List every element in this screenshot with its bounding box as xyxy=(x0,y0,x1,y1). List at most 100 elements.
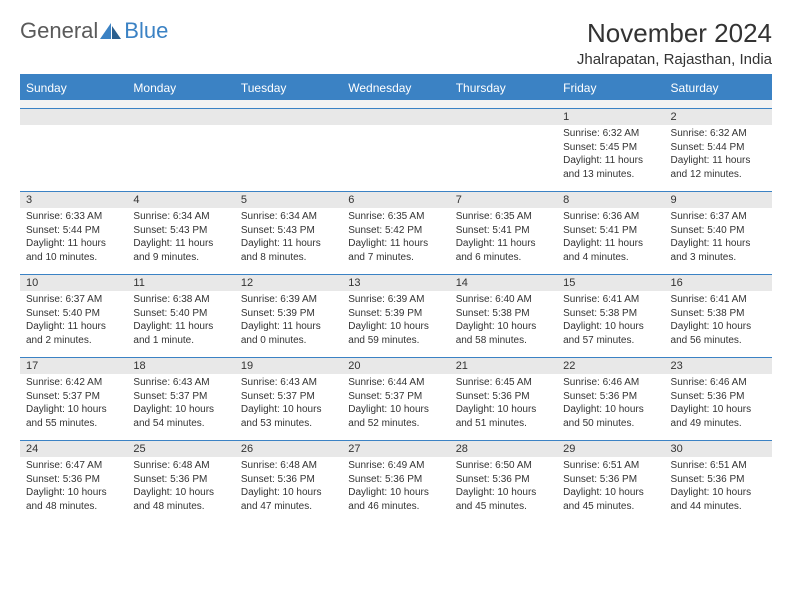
info-line: Sunset: 5:40 PM xyxy=(26,307,121,321)
info-line: Sunrise: 6:39 AM xyxy=(241,293,336,307)
day-number: 9 xyxy=(665,192,772,208)
info-line: Daylight: 10 hours xyxy=(26,403,121,417)
info-line: Sunrise: 6:37 AM xyxy=(671,210,766,224)
calendar-cell: 11Sunrise: 6:38 AMSunset: 5:40 PMDayligh… xyxy=(127,275,234,357)
calendar-cell: 23Sunrise: 6:46 AMSunset: 5:36 PMDayligh… xyxy=(665,358,772,440)
day-number: 24 xyxy=(20,441,127,457)
calendar-cell: 8Sunrise: 6:36 AMSunset: 5:41 PMDaylight… xyxy=(557,192,664,274)
info-line: and 13 minutes. xyxy=(563,168,658,182)
day-number: 23 xyxy=(665,358,772,374)
info-line: and 4 minutes. xyxy=(563,251,658,265)
calendar-cell: 1Sunrise: 6:32 AMSunset: 5:45 PMDaylight… xyxy=(557,109,664,191)
info-line: Sunset: 5:39 PM xyxy=(348,307,443,321)
info-line: Sunrise: 6:36 AM xyxy=(563,210,658,224)
day-number: 27 xyxy=(342,441,449,457)
day-number: 5 xyxy=(235,192,342,208)
info-line: and 58 minutes. xyxy=(456,334,551,348)
calendar-cell: 16Sunrise: 6:41 AMSunset: 5:38 PMDayligh… xyxy=(665,275,772,357)
calendar-cell: 5Sunrise: 6:34 AMSunset: 5:43 PMDaylight… xyxy=(235,192,342,274)
location-text: Jhalrapatan, Rajasthan, India xyxy=(577,51,772,68)
calendar-cell: 15Sunrise: 6:41 AMSunset: 5:38 PMDayligh… xyxy=(557,275,664,357)
cell-body: Sunrise: 6:37 AMSunset: 5:40 PMDaylight:… xyxy=(20,291,127,351)
info-line: Sunrise: 6:43 AM xyxy=(133,376,228,390)
info-line: Sunset: 5:37 PM xyxy=(133,390,228,404)
info-line: Sunset: 5:36 PM xyxy=(671,473,766,487)
cell-body: Sunrise: 6:46 AMSunset: 5:36 PMDaylight:… xyxy=(665,374,772,434)
info-line: Daylight: 10 hours xyxy=(456,320,551,334)
day-header-row: Sunday Monday Tuesday Wednesday Thursday… xyxy=(20,76,772,100)
day-number: 6 xyxy=(342,192,449,208)
info-line: and 49 minutes. xyxy=(671,417,766,431)
info-line: Daylight: 11 hours xyxy=(348,237,443,251)
cell-body: Sunrise: 6:39 AMSunset: 5:39 PMDaylight:… xyxy=(235,291,342,351)
info-line: Sunset: 5:36 PM xyxy=(671,390,766,404)
info-line: and 52 minutes. xyxy=(348,417,443,431)
info-line: and 6 minutes. xyxy=(456,251,551,265)
day-number: 20 xyxy=(342,358,449,374)
info-line: Sunrise: 6:34 AM xyxy=(133,210,228,224)
info-line: and 57 minutes. xyxy=(563,334,658,348)
logo-text-general: General xyxy=(20,18,98,44)
info-line: Sunset: 5:45 PM xyxy=(563,141,658,155)
info-line: and 51 minutes. xyxy=(456,417,551,431)
day-header-cell: Saturday xyxy=(665,76,772,100)
info-line: Sunset: 5:36 PM xyxy=(456,473,551,487)
cell-body: Sunrise: 6:47 AMSunset: 5:36 PMDaylight:… xyxy=(20,457,127,517)
info-line: Sunset: 5:38 PM xyxy=(563,307,658,321)
cell-body: Sunrise: 6:44 AMSunset: 5:37 PMDaylight:… xyxy=(342,374,449,434)
info-line: Sunrise: 6:33 AM xyxy=(26,210,121,224)
calendar-cell: 4Sunrise: 6:34 AMSunset: 5:43 PMDaylight… xyxy=(127,192,234,274)
info-line: and 48 minutes. xyxy=(26,500,121,514)
cell-body: Sunrise: 6:46 AMSunset: 5:36 PMDaylight:… xyxy=(557,374,664,434)
info-line: Sunrise: 6:32 AM xyxy=(563,127,658,141)
day-number: 13 xyxy=(342,275,449,291)
info-line: Sunset: 5:43 PM xyxy=(241,224,336,238)
title-block: November 2024 Jhalrapatan, Rajasthan, In… xyxy=(577,18,772,68)
cell-body: Sunrise: 6:43 AMSunset: 5:37 PMDaylight:… xyxy=(127,374,234,434)
info-line: Sunrise: 6:43 AM xyxy=(241,376,336,390)
calendar-cell: 3Sunrise: 6:33 AMSunset: 5:44 PMDaylight… xyxy=(20,192,127,274)
info-line: and 12 minutes. xyxy=(671,168,766,182)
info-line: and 45 minutes. xyxy=(563,500,658,514)
day-number: 21 xyxy=(450,358,557,374)
info-line: Daylight: 11 hours xyxy=(133,237,228,251)
cell-body xyxy=(235,125,342,185)
info-line: Sunset: 5:40 PM xyxy=(133,307,228,321)
cell-body: Sunrise: 6:42 AMSunset: 5:37 PMDaylight:… xyxy=(20,374,127,434)
info-line: and 55 minutes. xyxy=(26,417,121,431)
calendar-cell: 28Sunrise: 6:50 AMSunset: 5:36 PMDayligh… xyxy=(450,441,557,523)
info-line: Sunset: 5:36 PM xyxy=(563,473,658,487)
calendar-cell: 18Sunrise: 6:43 AMSunset: 5:37 PMDayligh… xyxy=(127,358,234,440)
day-number xyxy=(127,109,234,125)
info-line: Sunset: 5:40 PM xyxy=(671,224,766,238)
info-line: Daylight: 11 hours xyxy=(26,320,121,334)
info-line: and 7 minutes. xyxy=(348,251,443,265)
info-line: Daylight: 10 hours xyxy=(671,486,766,500)
day-number: 19 xyxy=(235,358,342,374)
day-number: 15 xyxy=(557,275,664,291)
info-line: and 8 minutes. xyxy=(241,251,336,265)
day-number: 11 xyxy=(127,275,234,291)
day-header-cell: Friday xyxy=(557,76,664,100)
info-line: Daylight: 11 hours xyxy=(671,237,766,251)
calendar-cell: 22Sunrise: 6:46 AMSunset: 5:36 PMDayligh… xyxy=(557,358,664,440)
info-line: Sunrise: 6:38 AM xyxy=(133,293,228,307)
calendar-cell: 14Sunrise: 6:40 AMSunset: 5:38 PMDayligh… xyxy=(450,275,557,357)
info-line: and 48 minutes. xyxy=(133,500,228,514)
weeks-container: 1Sunrise: 6:32 AMSunset: 5:45 PMDaylight… xyxy=(20,108,772,523)
calendar-cell: 6Sunrise: 6:35 AMSunset: 5:42 PMDaylight… xyxy=(342,192,449,274)
day-number: 16 xyxy=(665,275,772,291)
info-line: Sunrise: 6:35 AM xyxy=(348,210,443,224)
info-line: and 53 minutes. xyxy=(241,417,336,431)
logo-text-blue: Blue xyxy=(124,18,168,44)
info-line: Sunrise: 6:40 AM xyxy=(456,293,551,307)
info-line: Daylight: 10 hours xyxy=(241,403,336,417)
cell-body: Sunrise: 6:37 AMSunset: 5:40 PMDaylight:… xyxy=(665,208,772,268)
info-line: Daylight: 10 hours xyxy=(563,403,658,417)
calendar-cell xyxy=(127,109,234,191)
info-line: Sunset: 5:41 PM xyxy=(563,224,658,238)
info-line: and 45 minutes. xyxy=(456,500,551,514)
info-line: Daylight: 11 hours xyxy=(241,237,336,251)
info-line: Sunrise: 6:42 AM xyxy=(26,376,121,390)
day-number: 7 xyxy=(450,192,557,208)
